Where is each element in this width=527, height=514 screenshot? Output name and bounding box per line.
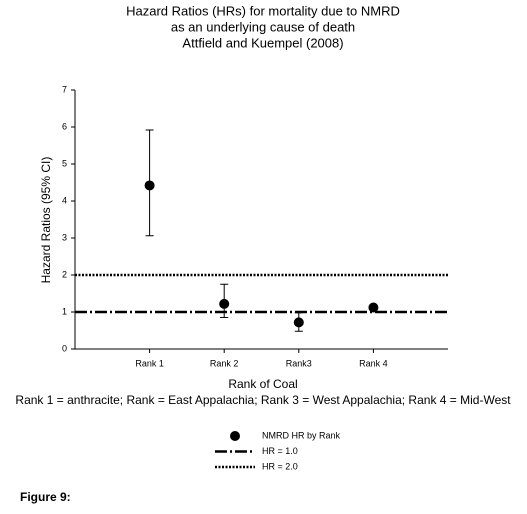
x-axis-label: Rank of Coal [228, 377, 297, 391]
y-tick-label: 2 [62, 269, 67, 279]
y-tick-label: 5 [62, 158, 67, 168]
x-tick-label: Rank3 [286, 358, 312, 368]
y-axis-label: Hazard Ratios (95% CI) [39, 157, 53, 284]
point [144, 180, 155, 191]
point [368, 302, 379, 313]
chart-title: Hazard Ratios (HRs) for mortality due to… [126, 3, 400, 18]
point [219, 298, 230, 309]
y-tick-label: 6 [62, 121, 67, 131]
legend-marker [230, 431, 240, 441]
chart-title: Attfield and Kuempel (2008) [182, 35, 343, 50]
y-tick-label: 0 [62, 343, 67, 353]
legend-label: HR = 1.0 [262, 446, 298, 456]
chart-title: as an underlying cause of death [171, 19, 355, 34]
x-tick-label: Rank 1 [135, 358, 164, 368]
legend-label: HR = 2.0 [262, 461, 298, 471]
y-tick-label: 1 [62, 306, 67, 316]
y-tick-label: 4 [62, 195, 67, 205]
x-tick-label: Rank 2 [210, 358, 239, 368]
figure-label: Figure 9: [20, 490, 71, 504]
note: Rank 1 = anthracite; Rank = East Appalac… [15, 393, 511, 407]
y-tick-label: 3 [62, 232, 67, 242]
y-tick-label: 7 [62, 84, 67, 94]
x-tick-label: Rank 4 [359, 358, 388, 368]
point [293, 317, 304, 328]
legend-label: NMRD HR by Rank [262, 430, 341, 440]
